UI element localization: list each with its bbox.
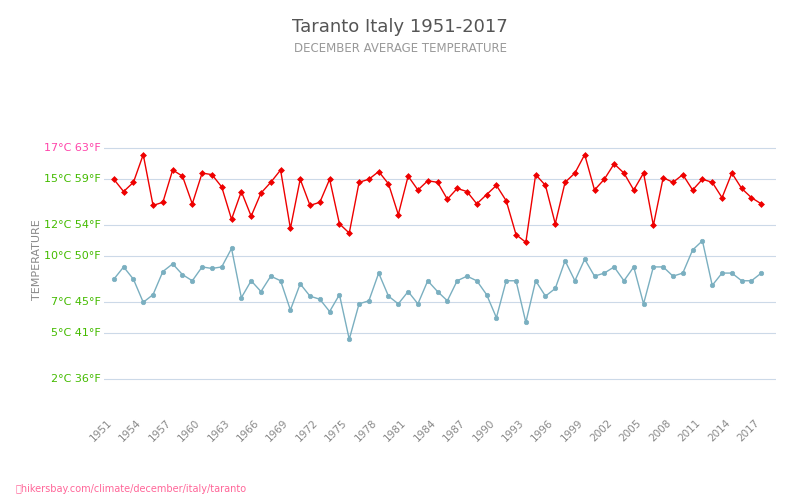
NIGHT <box>757 270 766 276</box>
NIGHT <box>345 336 354 342</box>
NIGHT <box>698 238 707 244</box>
Line: DAY: DAY <box>112 152 763 244</box>
Text: TEMPERATURE: TEMPERATURE <box>32 220 42 300</box>
DAY <box>521 240 530 246</box>
Line: NIGHT: NIGHT <box>111 238 763 342</box>
DAY <box>413 187 422 193</box>
DAY <box>109 176 118 182</box>
Legend: NIGHT, DAY: NIGHT, DAY <box>365 495 515 500</box>
Text: DECEMBER AVERAGE TEMPERATURE: DECEMBER AVERAGE TEMPERATURE <box>294 42 506 56</box>
DAY <box>757 201 766 207</box>
DAY <box>138 152 148 158</box>
DAY <box>168 167 178 173</box>
Text: 2°C 36°F: 2°C 36°F <box>51 374 101 384</box>
Text: 17°C 63°F: 17°C 63°F <box>44 144 101 154</box>
DAY <box>198 170 207 176</box>
Text: 10°C 50°F: 10°C 50°F <box>44 251 101 261</box>
NIGHT <box>718 270 727 276</box>
DAY <box>384 181 394 187</box>
NIGHT <box>158 268 168 274</box>
Text: 5°C 41°F: 5°C 41°F <box>51 328 101 338</box>
NIGHT <box>413 301 422 307</box>
NIGHT <box>109 276 118 282</box>
DAY <box>619 170 629 176</box>
Text: 📍hikersbay.com/climate/december/italy/taranto: 📍hikersbay.com/climate/december/italy/ta… <box>16 484 247 494</box>
Text: 15°C 59°F: 15°C 59°F <box>44 174 101 184</box>
NIGHT <box>610 264 619 270</box>
NIGHT <box>384 293 394 299</box>
Text: 12°C 54°F: 12°C 54°F <box>44 220 101 230</box>
Text: 7°C 45°F: 7°C 45°F <box>50 298 101 308</box>
Text: Taranto Italy 1951-2017: Taranto Italy 1951-2017 <box>292 18 508 36</box>
NIGHT <box>187 278 197 284</box>
DAY <box>718 194 727 200</box>
